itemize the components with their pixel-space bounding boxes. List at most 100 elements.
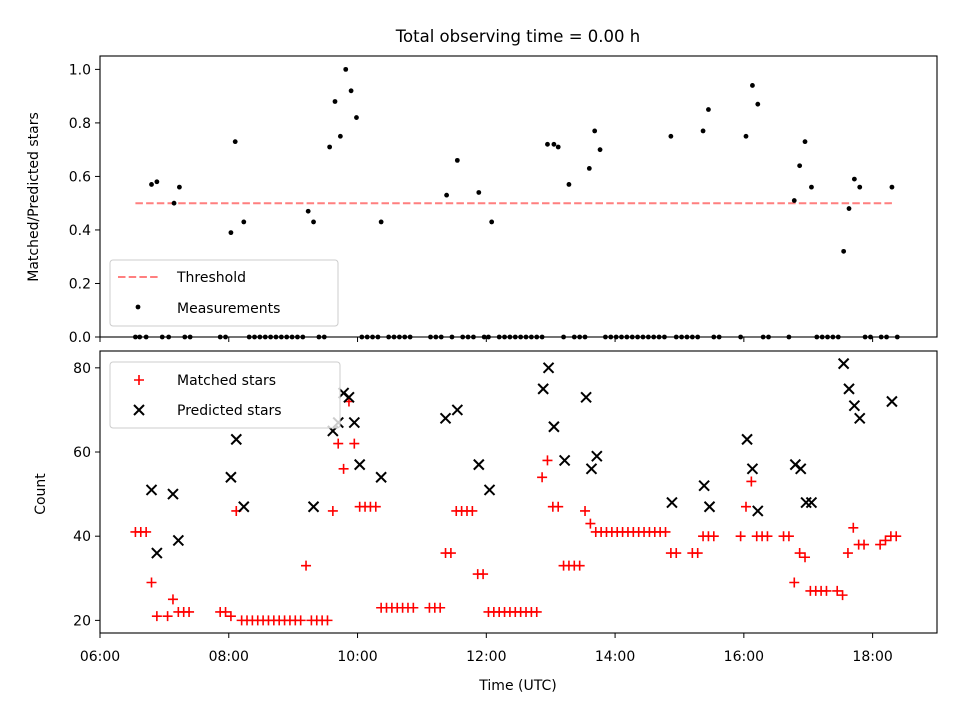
measurement-point: [797, 163, 803, 169]
measurement-point: [545, 141, 550, 147]
y-tick-label: 0.4: [69, 223, 91, 239]
matched-star-point: [338, 463, 349, 474]
matched-star-point: [327, 505, 338, 516]
matched-star-point: [735, 531, 746, 542]
measurement-point: [337, 133, 343, 139]
matched-star-point: [478, 569, 489, 580]
measurement-point: [489, 219, 495, 225]
legend-measurements-swatch: [135, 304, 141, 310]
legend-threshold-label: Threshold: [176, 270, 246, 286]
x-tick-label: 10:00: [337, 649, 377, 665]
matched-star-point: [553, 501, 564, 512]
matched-star-point: [531, 606, 542, 617]
matched-star-point: [740, 501, 751, 512]
count-y-axis-label: Count: [33, 473, 49, 515]
predicted-star-point: [854, 412, 866, 425]
measurement-point: [177, 184, 182, 190]
measurement-point: [668, 133, 674, 139]
measurement-point: [700, 128, 706, 134]
measurement-point: [149, 182, 154, 187]
predicted-star-point: [746, 463, 759, 475]
ratio-x-ticks: [99, 337, 874, 342]
matched-star-point: [141, 526, 152, 537]
matched-star-point: [832, 585, 843, 596]
x-tick-label: 08:00: [209, 649, 249, 665]
measurement-point: [750, 83, 755, 88]
measurement-point: [241, 219, 247, 225]
predicted-star-point: [580, 391, 592, 404]
measurement-point: [597, 147, 603, 153]
predicted-star-point: [167, 488, 179, 500]
matched-star-point: [837, 590, 848, 601]
matched-star-point: [467, 505, 478, 516]
matched-star-point: [880, 535, 891, 546]
predicted-star-point: [353, 458, 366, 471]
matched-star-point: [301, 560, 312, 571]
matched-star-point: [146, 577, 157, 588]
y-tick-label: 40: [73, 529, 91, 545]
measurement-point: [841, 248, 847, 254]
matched-star-point: [842, 548, 853, 559]
ratio-y-ticks: 0.0 0.2 0.4 0.6 0.8 1.0: [69, 62, 100, 346]
predicted-star-point: [238, 501, 250, 513]
matched-star-point: [800, 552, 811, 563]
matched-star-point: [333, 438, 344, 449]
matched-star-point: [891, 531, 902, 542]
measurement-point: [586, 166, 592, 171]
matched-star-point: [151, 611, 162, 622]
legend-box: [109, 259, 339, 327]
matched-star-point: [408, 602, 419, 613]
measurement-point: [791, 198, 797, 203]
measurement-point: [743, 133, 749, 139]
matched-star-point: [574, 560, 585, 571]
ratio-panel: 0.0 0.2 0.4 0.6 0.8 1.0 Matched/Predicted sta…: [26, 55, 938, 346]
matched-star-point: [585, 518, 596, 529]
y-tick-label: 0.0: [69, 330, 91, 346]
measurement-point: [551, 141, 557, 147]
matched-star-point: [349, 438, 360, 449]
matched-star-point: [184, 606, 195, 617]
predicted-star-point: [439, 412, 452, 425]
measurement-point: [378, 219, 384, 225]
matched-star-point: [225, 611, 236, 622]
matched-star-point: [537, 472, 548, 483]
ratio-axes-frame: [99, 55, 938, 338]
predicted-star-point: [230, 433, 242, 446]
matched-star-point: [580, 505, 591, 516]
predicted-star-point: [843, 383, 855, 395]
measurement-point: [327, 144, 333, 150]
ratio-y-axis-label: Matched/Predicted stars: [26, 112, 42, 282]
predicted-star-point: [591, 450, 603, 462]
y-tick-label: 0.8: [69, 116, 91, 132]
predicted-star-point: [837, 357, 850, 370]
predicted-star-point: [451, 404, 464, 416]
chart-title: Total observing time = 0.00 h: [395, 27, 640, 46]
measurement-point: [889, 184, 895, 190]
x-axis-label: Time (UTC): [478, 678, 556, 694]
y-tick-label: 0.6: [69, 169, 91, 185]
count-frame: [99, 350, 938, 634]
measurement-point: [343, 66, 349, 72]
matched-star-point: [220, 606, 231, 617]
predicted-star-point: [145, 484, 158, 496]
measurement-point: [228, 230, 234, 236]
matched-star-point: [671, 548, 682, 559]
matched-star-point: [322, 615, 333, 626]
matched-star-point: [789, 577, 800, 588]
measurement-point: [555, 144, 561, 150]
matched-star-point: [660, 526, 671, 537]
legend-box: [109, 361, 341, 429]
matched-stars-series: [130, 396, 902, 626]
measurement-point: [354, 115, 359, 120]
measurement-point: [846, 206, 852, 211]
predicted-star-point: [558, 454, 571, 467]
matched-star-point: [542, 455, 553, 466]
measurement-point: [809, 184, 814, 190]
measurement-point: [454, 157, 460, 163]
predicted-star-point: [225, 471, 237, 483]
matched-star-point: [162, 611, 173, 622]
predicted-star-point: [752, 505, 764, 517]
measurement-point: [444, 192, 450, 198]
measurement-point: [592, 128, 598, 134]
matched-star-point: [794, 548, 805, 559]
